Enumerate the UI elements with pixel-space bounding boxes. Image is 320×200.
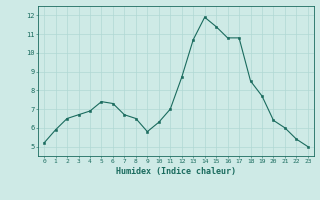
X-axis label: Humidex (Indice chaleur): Humidex (Indice chaleur) [116,167,236,176]
